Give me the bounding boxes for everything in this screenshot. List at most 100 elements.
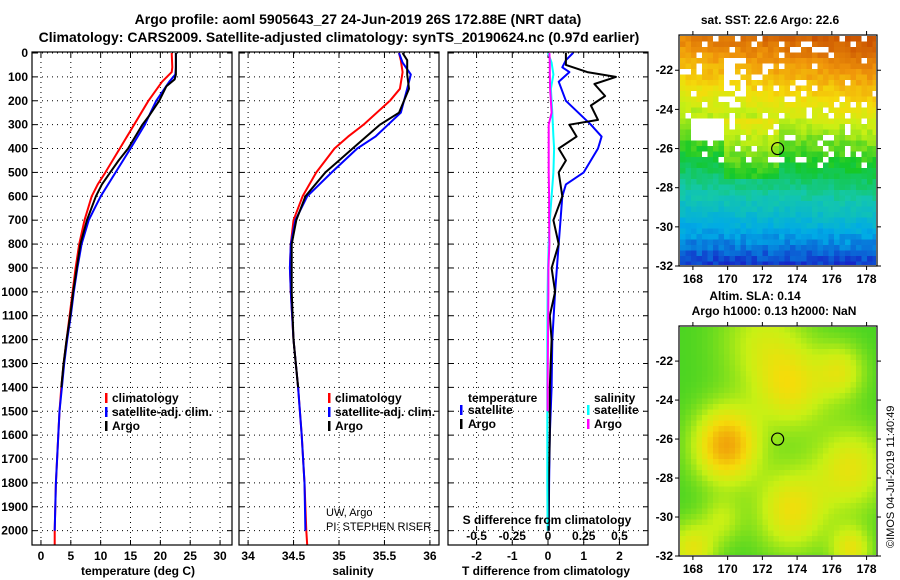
map-cell (817, 354, 823, 360)
map-cell (740, 140, 746, 146)
map-cell (850, 107, 856, 113)
sla-map-panel: Altim. SLA: 0.14 Argo h1000: 0.13 h2000:… (656, 289, 881, 576)
map-cell (702, 107, 708, 113)
map-cell (872, 492, 876, 498)
map-cell (834, 431, 840, 437)
map-cell (773, 486, 779, 492)
map-cell (768, 195, 774, 201)
map-cell (735, 530, 741, 536)
map-cell (867, 135, 873, 141)
map-cell (751, 371, 757, 377)
map-cell (867, 519, 873, 525)
map-cell (828, 36, 834, 42)
map-cell (845, 179, 851, 185)
map-cell (823, 184, 829, 190)
map-cell (834, 96, 840, 102)
map-cell (806, 250, 812, 256)
map-cell (828, 371, 834, 377)
map-cell (850, 481, 856, 487)
map-cell (696, 481, 702, 487)
map-cell (757, 530, 763, 536)
map-cell (724, 91, 730, 97)
map-cell (806, 448, 812, 454)
map-cell (729, 327, 735, 333)
map-cell (812, 239, 818, 245)
map-cell (707, 239, 713, 245)
map-cell (823, 437, 829, 443)
map-cell (680, 91, 686, 97)
argo-location-marker (771, 432, 785, 446)
map-cell (856, 80, 862, 86)
map-cell (702, 343, 708, 349)
map-cell (773, 52, 779, 58)
map-cell (680, 63, 686, 69)
map-cell (768, 409, 774, 415)
map-cell (751, 525, 757, 531)
map-cell (696, 431, 702, 437)
map-cell (806, 239, 812, 245)
map-cell (856, 124, 862, 130)
latitude-tick-label: -26 (656, 142, 674, 156)
map-cell (872, 250, 876, 256)
map-cell (812, 514, 818, 520)
map-cell (707, 354, 713, 360)
map-cell (762, 393, 768, 399)
map-cell (729, 162, 735, 168)
map-cell (762, 387, 768, 393)
map-cell (735, 234, 741, 240)
map-cell (685, 162, 691, 168)
map-cell (724, 256, 730, 262)
map-cell (845, 343, 851, 349)
map-cell (707, 398, 713, 404)
map-cell (823, 508, 829, 514)
map-cell (812, 195, 818, 201)
map-cell (691, 453, 697, 459)
map-cell (757, 69, 763, 75)
map-cell (806, 223, 812, 229)
map-cell (850, 387, 856, 393)
map-cell (680, 530, 686, 536)
map-cell (817, 492, 823, 498)
map-cell (696, 206, 702, 212)
map-cell (691, 217, 697, 223)
map-cell (812, 393, 818, 399)
map-cell (685, 41, 691, 47)
map-cell (795, 360, 801, 366)
map-cell (790, 497, 796, 503)
map-cell (779, 256, 785, 262)
map-cell (707, 387, 713, 393)
map-cell (680, 481, 686, 487)
map-cell (823, 547, 829, 553)
map-cell (735, 135, 741, 141)
map-cell (773, 349, 779, 355)
map-cell (757, 426, 763, 432)
map-cell (845, 371, 851, 377)
map-cell (861, 327, 867, 333)
map-cell (718, 382, 724, 388)
map-cell (691, 448, 697, 454)
map-cell (861, 497, 867, 503)
map-cell (773, 497, 779, 503)
map-cell (861, 404, 867, 410)
map-cell (795, 217, 801, 223)
map-cell (856, 245, 862, 251)
map-cell (823, 190, 829, 196)
map-cell (795, 135, 801, 141)
map-cell (867, 91, 873, 97)
map-cell (762, 58, 768, 64)
map-cell (779, 404, 785, 410)
map-cell (823, 113, 829, 119)
map-cell (757, 415, 763, 421)
map-cell (729, 547, 735, 553)
map-cell (702, 426, 708, 432)
map-cell (817, 113, 823, 119)
map-cell (812, 146, 818, 152)
map-cell (834, 223, 840, 229)
map-cell (746, 47, 752, 53)
map-cell (784, 343, 790, 349)
map-cell (762, 140, 768, 146)
map-cell (696, 91, 702, 97)
map-cell (702, 338, 708, 344)
map-cell (773, 261, 779, 265)
map-cell (729, 514, 735, 520)
